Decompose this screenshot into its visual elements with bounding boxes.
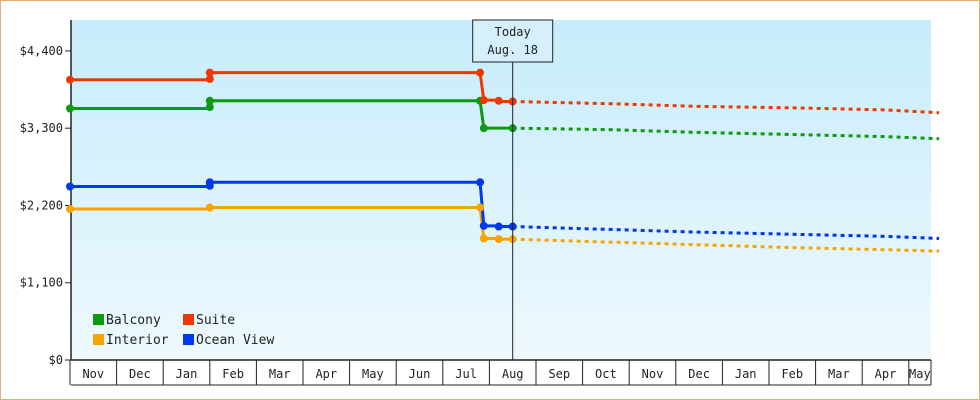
legend-swatch [183,314,194,325]
x-month-label: Jan [176,367,198,381]
x-month-label: May [909,367,931,381]
data-point[interactable] [476,203,485,212]
series-forecast-ocean-view [512,225,940,240]
legend-label[interactable]: Interior [106,333,169,348]
series-forecast-suite [512,99,940,115]
plot-area [71,20,931,360]
data-point[interactable] [205,68,214,77]
legend-swatch [93,314,104,325]
today-date: Aug. 18 [487,43,538,57]
data-point[interactable] [479,96,488,105]
y-tick-label: $0 [49,353,63,367]
series-forecast-balcony [512,126,940,141]
data-point[interactable] [479,124,488,133]
data-point[interactable] [205,75,214,84]
x-month-label: Apr [315,367,337,381]
data-point[interactable] [66,75,74,84]
legend-label[interactable]: Ocean View [196,333,274,348]
data-point[interactable] [476,178,485,187]
data-point[interactable] [494,235,503,244]
x-month-label: Jul [455,367,477,381]
data-point[interactable] [205,178,214,187]
x-month-label: Jan [735,367,757,381]
legend-swatch [183,334,194,345]
data-point[interactable] [476,68,485,77]
x-month-label: Nov [82,367,104,381]
x-month-label: Oct [595,367,617,381]
legend-swatch [93,334,104,345]
data-point[interactable] [494,96,503,105]
y-tick-label: $2,200 [20,198,63,212]
y-tick-label: $1,100 [20,276,63,290]
x-month-label: Dec [129,367,151,381]
x-month-label: Mar [269,367,291,381]
data-point[interactable] [66,182,74,191]
x-month-label: Jun [409,367,431,381]
x-month-label: Dec [688,367,710,381]
series-forecast-interior [512,237,940,253]
data-point[interactable] [205,203,214,212]
legend-label[interactable]: Suite [196,313,235,328]
x-month-label: Sep [548,367,570,381]
data-point[interactable] [479,221,488,230]
data-point[interactable] [205,103,214,112]
data-point[interactable] [66,104,74,113]
y-tick-label: $3,300 [20,121,63,135]
data-point[interactable] [66,204,74,213]
x-month-label: Nov [642,367,664,381]
data-point[interactable] [205,96,214,105]
today-label-box [472,19,554,63]
x-month-label: Aug [502,367,524,381]
x-month-label: May [362,367,384,381]
y-tick-label: $4,400 [20,44,63,58]
legend-label[interactable]: Balcony [106,313,161,328]
x-month-label: Feb [781,367,803,381]
data-point[interactable] [494,222,503,231]
x-month-label: Feb [222,367,244,381]
data-point[interactable] [479,234,488,243]
x-month-label: Apr [875,367,897,381]
x-month-label: Mar [828,367,850,381]
today-label: Today [495,25,531,39]
